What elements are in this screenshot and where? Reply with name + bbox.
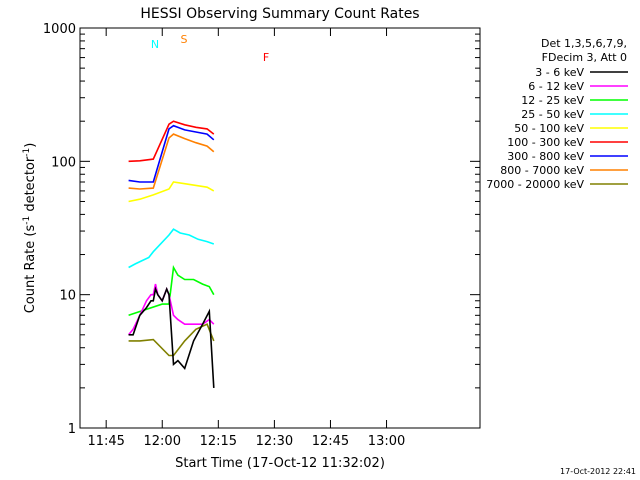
- y-axis-label-end: ): [23, 143, 38, 148]
- x-tick-label-1: 12:00: [144, 434, 181, 449]
- plot-area: N S F: [127, 33, 269, 388]
- series-line-6: [128, 124, 215, 183]
- y-axis-ticks: 1 10 100 1000: [43, 22, 480, 437]
- y-axis-label-superscript-1: -1: [22, 216, 32, 225]
- x-tick-label-4: 12:45: [312, 434, 349, 449]
- legend-entry-8: 7000 - 20000 keV: [486, 178, 584, 191]
- y-tick-label-1: 10: [59, 289, 76, 304]
- series-line-4: [128, 181, 215, 203]
- legend-entry-2: 12 - 25 keV: [521, 94, 584, 107]
- series-line-3: [128, 228, 215, 269]
- chart-title: HESSI Observing Summary Count Rates: [140, 6, 419, 22]
- annotation-label-1: S: [181, 33, 188, 46]
- y-axis-label-main: Count Rate (s: [23, 225, 38, 314]
- footer-timestamp: 17-Oct-2012 22:41: [560, 467, 636, 476]
- series-line-0: [128, 286, 215, 388]
- x-tick-label-5: 13:00: [368, 434, 405, 449]
- plot-frame: [79, 27, 481, 429]
- y-tick-label-0: 1: [68, 422, 76, 437]
- y-tick-label-3: 1000: [43, 22, 76, 37]
- legend-entry-6: 300 - 800 keV: [507, 150, 584, 163]
- annotation-label-0: N: [151, 38, 159, 51]
- series-line-5: [128, 120, 215, 163]
- y-tick-label-2: 100: [51, 155, 76, 170]
- legend: Det 1,3,5,6,7,9, FDecim 3, Att 0 3 - 6 k…: [486, 37, 628, 191]
- x-axis-label: Start Time (17-Oct-12 11:32:02): [175, 456, 385, 471]
- legend-header-line-1: Det 1,3,5,6,7,9,: [541, 37, 627, 50]
- legend-header-line-2: FDecim 3, Att 0: [542, 51, 627, 64]
- x-tick-label-3: 12:30: [256, 434, 293, 449]
- legend-entry-3: 25 - 50 keV: [521, 108, 584, 121]
- x-tick-label-2: 12:15: [200, 434, 237, 449]
- y-axis-label-mid: detector: [23, 156, 38, 216]
- x-tick-label-0: 11:45: [87, 434, 124, 449]
- legend-entry-0: 3 - 6 keV: [535, 66, 584, 79]
- y-axis-label-superscript-2: -1: [22, 148, 32, 157]
- annotation-label-2: F: [263, 51, 269, 64]
- legend-entry-1: 6 - 12 keV: [528, 80, 584, 93]
- legend-entry-4: 50 - 100 keV: [514, 122, 584, 135]
- x-axis-ticks: 11:45 12:00 12:15 12:30 12:45 13:00: [87, 28, 405, 449]
- series-line-2: [128, 265, 215, 317]
- legend-entry-7: 800 - 7000 keV: [500, 164, 584, 177]
- y-axis-label: Count Rate (s-1 detector-1): [22, 143, 38, 314]
- legend-entry-5: 100 - 300 keV: [507, 136, 584, 149]
- series-line-7: [128, 133, 215, 190]
